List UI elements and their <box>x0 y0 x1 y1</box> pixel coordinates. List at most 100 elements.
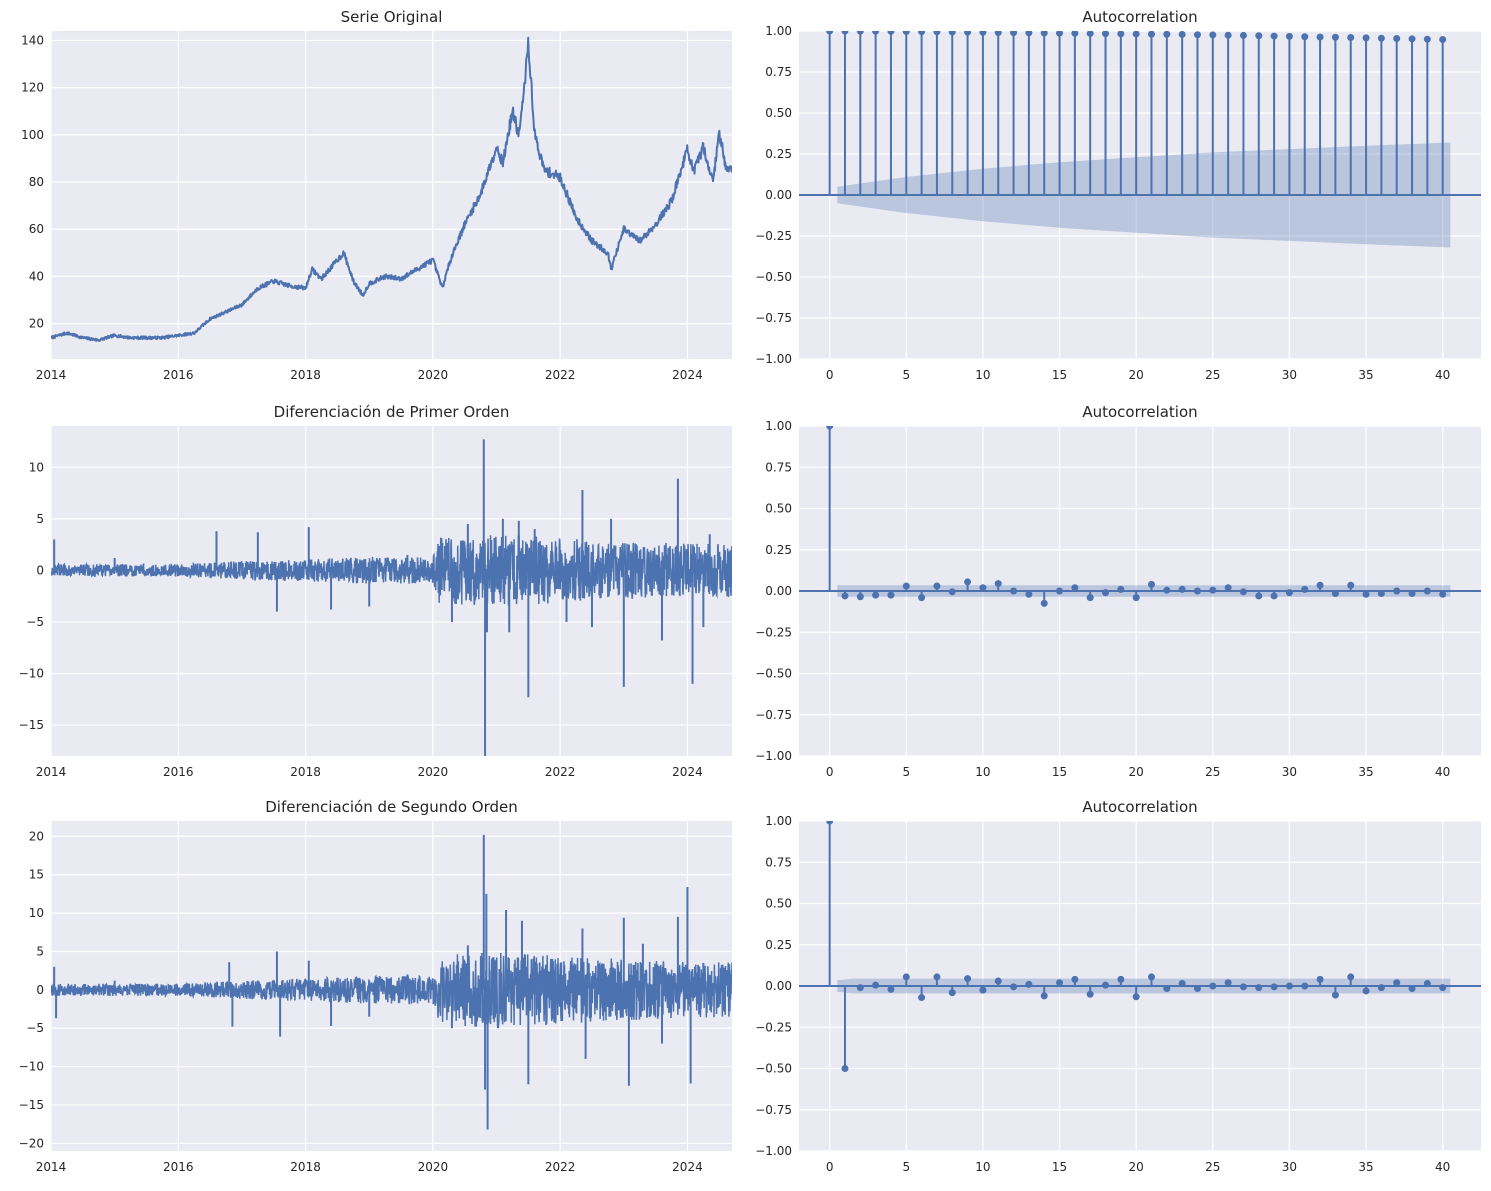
x-tick-label: 2016 <box>163 368 194 382</box>
chart-title: Autocorrelation <box>1082 8 1197 26</box>
acf-point <box>918 994 926 1002</box>
acf-point <box>1178 980 1186 988</box>
acf-point <box>1040 31 1048 37</box>
acf-point <box>1132 31 1140 38</box>
acf-point <box>841 31 849 35</box>
x-tick-label: 15 <box>1052 368 1067 382</box>
acf-point <box>826 31 834 35</box>
x-tick-label: 5 <box>902 1160 910 1174</box>
acf-point <box>948 588 956 596</box>
acf-point <box>1393 35 1401 43</box>
y-tick-label: −0.25 <box>755 1020 792 1034</box>
acf-point <box>1102 589 1110 597</box>
acf-point <box>1239 983 1247 991</box>
acf-point <box>1408 984 1416 992</box>
series-line <box>51 535 732 606</box>
acf-point <box>1224 584 1232 592</box>
chart-title: Serie Original <box>341 8 443 26</box>
acf-point <box>1408 35 1416 43</box>
acf-point <box>1239 588 1247 596</box>
x-tick-label: 2020 <box>418 1160 449 1174</box>
acf-point <box>1040 992 1048 1000</box>
y-tick-label: −0.75 <box>755 311 792 325</box>
acf-point <box>1178 585 1186 593</box>
x-tick-label: 25 <box>1205 765 1220 779</box>
acf-point <box>1331 589 1339 597</box>
acf-point <box>902 973 910 981</box>
acf-point <box>979 986 987 994</box>
acf-point <box>1439 590 1447 598</box>
x-tick-label: 20 <box>1129 1160 1144 1174</box>
y-tick-label: 100 <box>21 128 44 142</box>
acf-point <box>979 31 987 36</box>
x-tick-label: 2020 <box>418 765 449 779</box>
acf-point <box>841 1065 849 1072</box>
x-tick-label: 2020 <box>418 368 449 382</box>
plot-area <box>51 834 732 1130</box>
acf-point <box>1071 584 1079 592</box>
acf-point <box>948 31 956 36</box>
y-tick-label: −0.50 <box>755 1062 792 1076</box>
x-tick-label: 20 <box>1129 765 1144 779</box>
acf-point <box>1056 587 1064 595</box>
acf-point <box>1224 979 1232 987</box>
acf-point <box>872 981 880 989</box>
y-tick-label: 0.50 <box>765 502 792 516</box>
x-tick-label: 2024 <box>672 765 703 779</box>
acf-point <box>1025 980 1033 988</box>
y-tick-label: −0.50 <box>755 270 792 284</box>
acf-point <box>1132 993 1140 1001</box>
acf-point <box>1010 31 1018 37</box>
acf-point <box>1255 592 1263 600</box>
acf-point <box>1209 31 1217 39</box>
acf-point <box>1285 32 1293 40</box>
acf-point <box>902 31 910 35</box>
acf-point <box>1362 987 1370 995</box>
y-tick-label: −5 <box>26 1021 44 1035</box>
acf-point <box>1255 32 1263 40</box>
acf-point <box>1347 973 1355 981</box>
x-tick-label: 5 <box>902 765 910 779</box>
acf-point <box>1224 31 1232 39</box>
y-tick-label: 10 <box>29 906 44 920</box>
acf-point <box>1132 594 1140 602</box>
plot-area <box>799 31 1481 248</box>
acf-point <box>1270 983 1278 991</box>
acf-point <box>872 591 880 599</box>
acf-point <box>1331 991 1339 999</box>
acf-point <box>964 975 972 983</box>
acf-point <box>1316 581 1324 589</box>
y-tick-label: 140 <box>21 33 44 47</box>
acf-point <box>1362 590 1370 598</box>
x-tick-label: 15 <box>1052 1160 1067 1174</box>
y-tick-label: −10 <box>19 1060 44 1074</box>
x-tick-label: 15 <box>1052 765 1067 779</box>
plot-area <box>799 821 1481 1072</box>
acf-point <box>933 973 941 981</box>
acf-point <box>994 31 1002 36</box>
acf-point <box>1086 990 1094 998</box>
y-tick-label: 1.00 <box>765 814 792 828</box>
x-tick-label: 2016 <box>163 1160 194 1174</box>
acf-point <box>994 580 1002 588</box>
x-tick-label: 30 <box>1282 368 1297 382</box>
x-tick-label: 35 <box>1358 1160 1373 1174</box>
y-tick-label: 0.00 <box>765 188 792 202</box>
acf-point <box>964 578 972 586</box>
plot-area <box>51 439 732 756</box>
series-line <box>51 36 732 342</box>
y-tick-label: 15 <box>29 868 44 882</box>
x-tick-label: 10 <box>975 1160 990 1174</box>
acf-point <box>1377 984 1385 992</box>
acf-point <box>887 985 895 993</box>
y-tick-label: −1.00 <box>755 1144 792 1158</box>
acf-point <box>1270 592 1278 600</box>
y-tick-label: 1.00 <box>765 419 792 433</box>
acf-point <box>1393 979 1401 987</box>
acf-point <box>1347 34 1355 42</box>
series-line <box>51 953 732 1029</box>
acf-point <box>1147 973 1155 981</box>
y-tick-label: −20 <box>19 1136 44 1150</box>
y-tick-label: 0 <box>36 983 44 997</box>
